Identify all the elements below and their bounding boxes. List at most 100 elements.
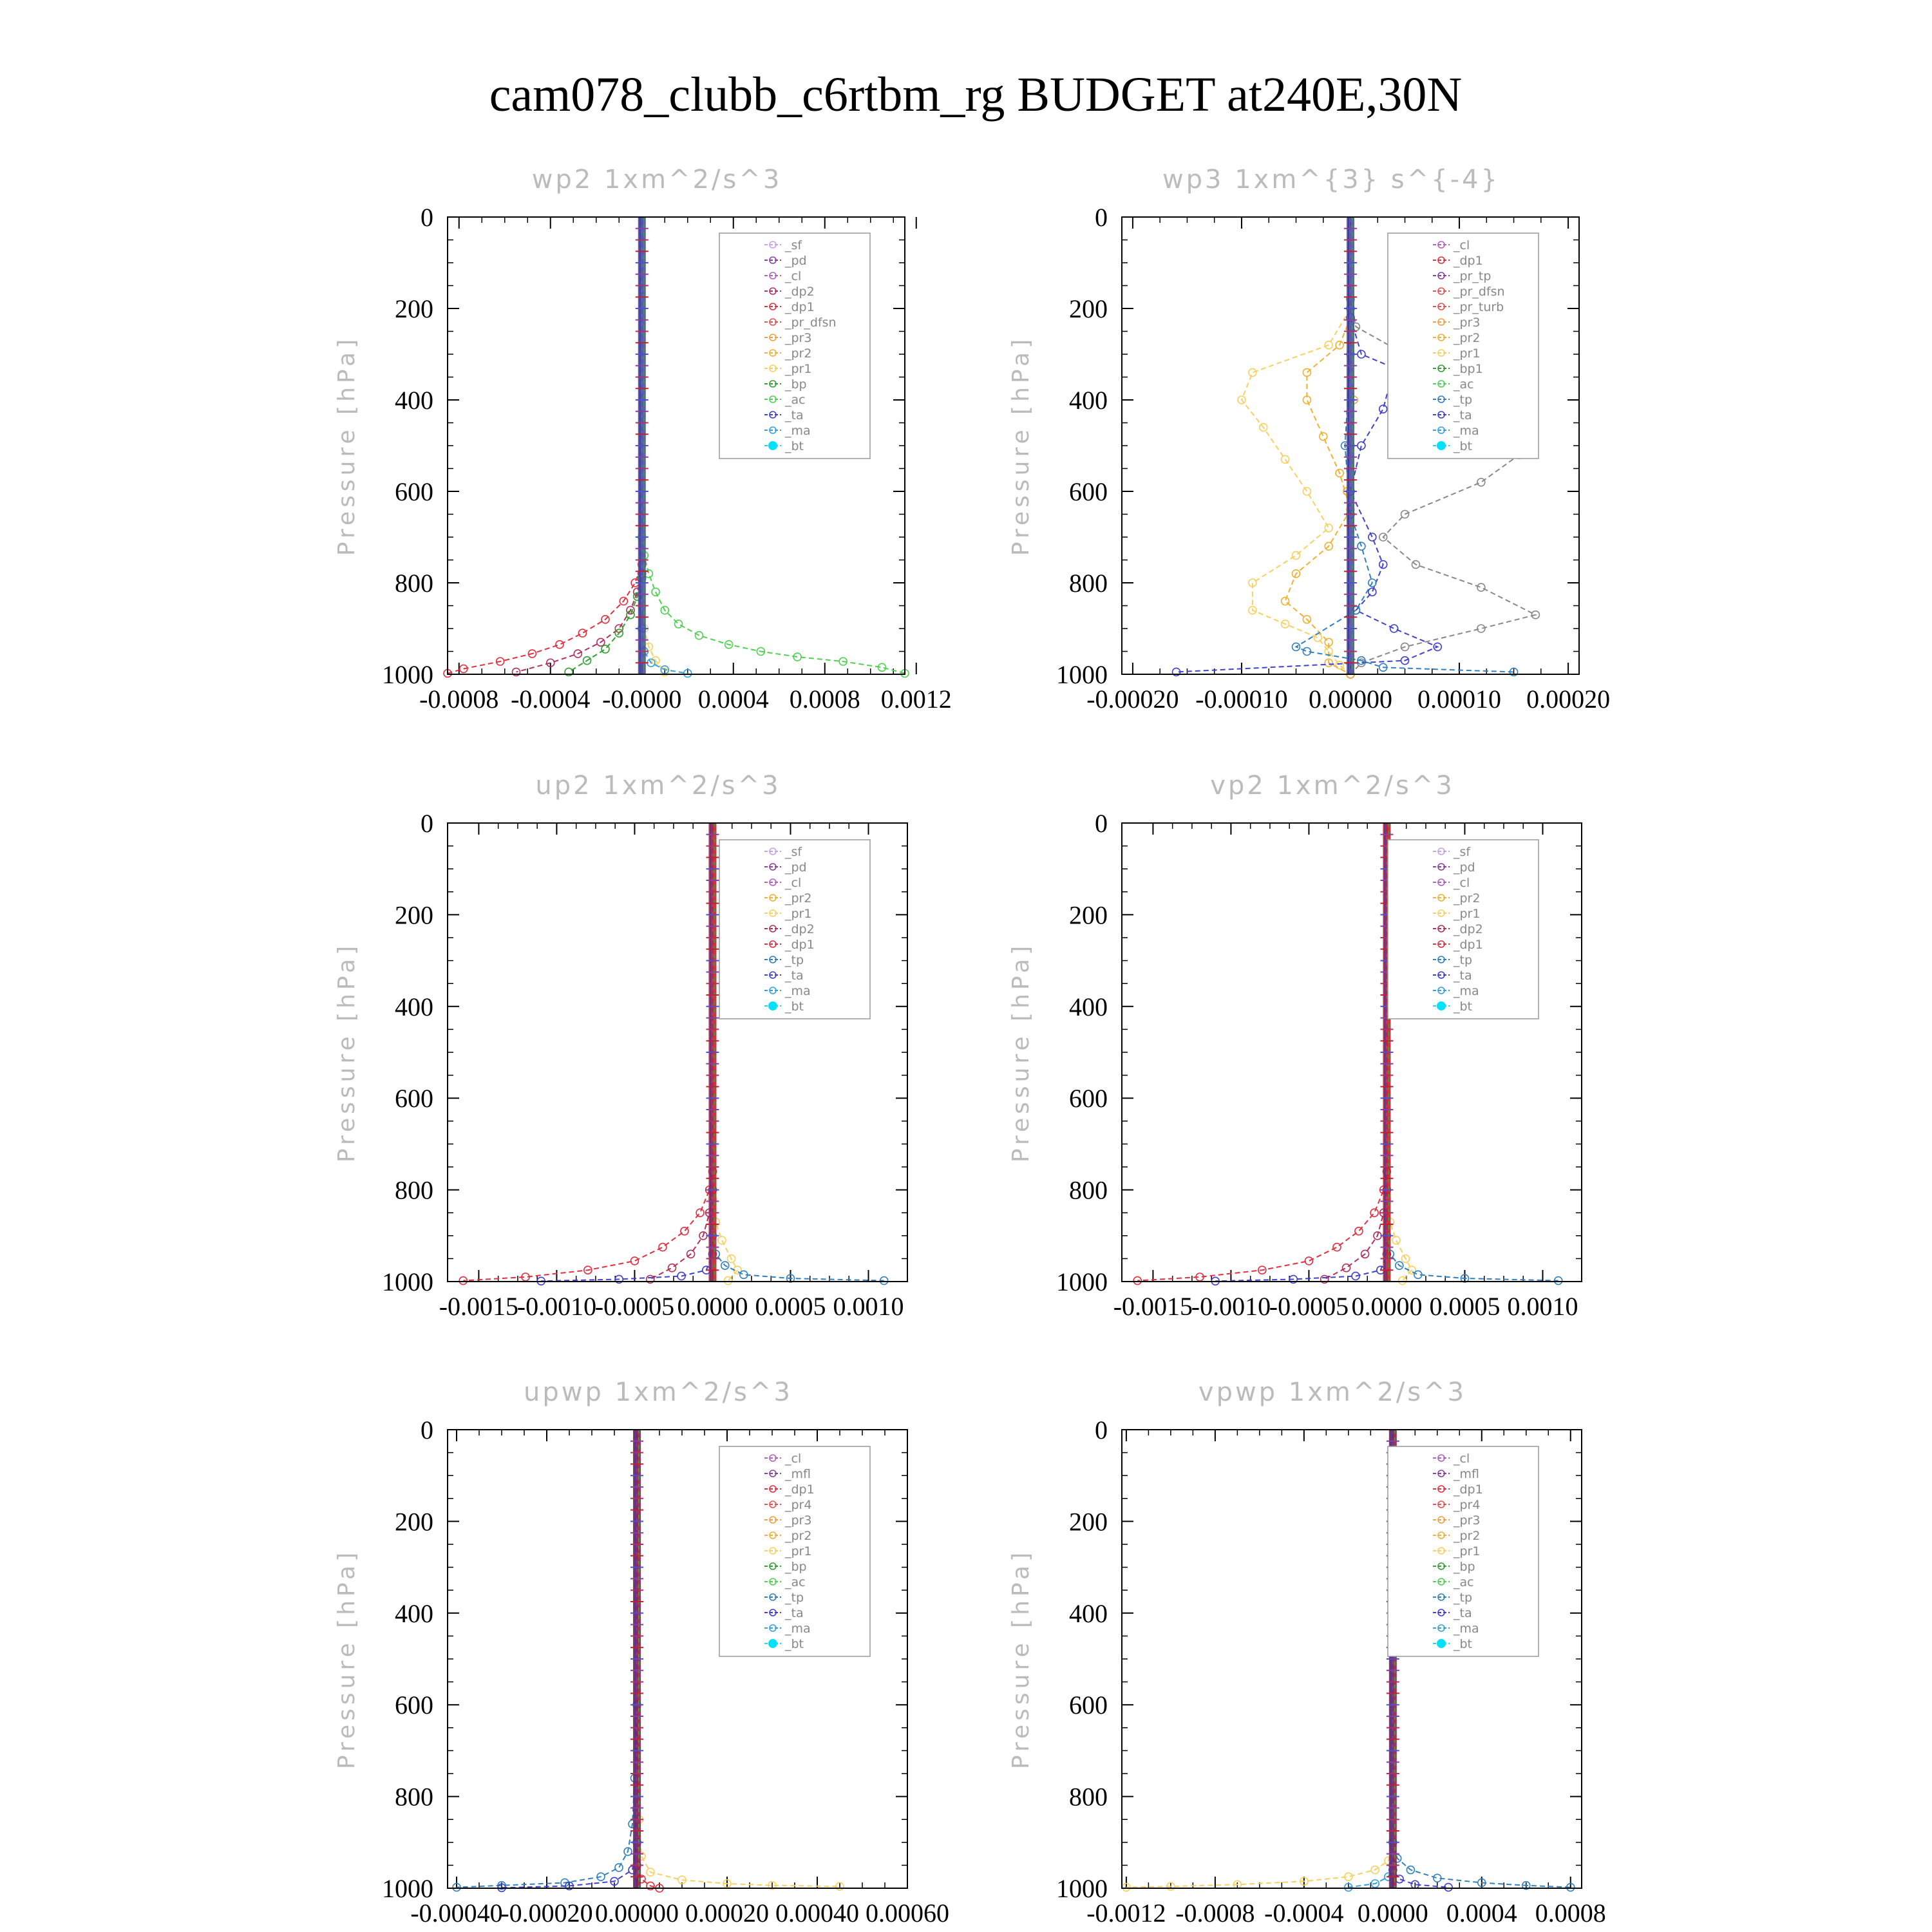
legend-label: _ma: [1453, 984, 1479, 998]
legend-swatch-marker: [1437, 1531, 1445, 1539]
y-tick-label: 400: [395, 1599, 433, 1628]
series-marker: [1302, 647, 1312, 656]
legend-swatch-marker: [769, 1531, 777, 1539]
legend-label: _tp: [784, 953, 804, 967]
series-marker: [1280, 596, 1290, 606]
series-marker: [1304, 1256, 1314, 1265]
legend-label: _pr2: [1453, 331, 1480, 345]
series-marker: [1401, 1254, 1410, 1264]
series-line-ta: [541, 823, 714, 1282]
legend-swatch-marker: [769, 940, 777, 948]
y-tick-label: 0: [1095, 203, 1108, 232]
legend-swatch-marker: [769, 987, 777, 994]
x-tick-label: 0.0000: [1358, 1899, 1428, 1927]
legend-swatch-marker: [769, 909, 777, 917]
series-line-dp1: [636, 1430, 660, 1889]
series-marker: [1258, 422, 1268, 432]
legend-label: _pr4: [784, 1498, 811, 1512]
y-axis-label: Pressure [hPa]: [1008, 336, 1034, 556]
legend-swatch-marker: [1437, 863, 1445, 871]
legend-label: _pr_turb: [1453, 300, 1504, 314]
plot-frame: [447, 216, 905, 675]
series-marker: [1378, 663, 1388, 672]
series-marker: [1395, 1261, 1404, 1270]
legend-label: _pr1: [784, 362, 811, 376]
legend-label: _bp1: [1453, 362, 1483, 376]
legend-label: _bp: [784, 377, 807, 392]
series-marker: [1313, 633, 1323, 643]
legend-box: [719, 839, 871, 1019]
series-line-pr1: [641, 217, 666, 673]
y-axis-label: Pressure [hPa]: [1008, 942, 1034, 1162]
legend-box: [1387, 839, 1539, 1019]
legend-label: _tp: [784, 1591, 804, 1605]
legend-swatch-marker: [769, 1593, 777, 1601]
series-line-ma: [1348, 1430, 1394, 1888]
series-marker: [1370, 1865, 1380, 1875]
panel-title: vp2 1xm^2/s^3: [1210, 771, 1455, 800]
series-marker: [527, 649, 537, 658]
series-marker: [1432, 1873, 1442, 1883]
y-tick-label: 1000: [1056, 1267, 1108, 1296]
series-marker: [495, 657, 505, 666]
series-line-dp2: [516, 217, 643, 673]
series-marker: [459, 1276, 468, 1285]
legend-label: _cl: [784, 269, 801, 283]
legend-swatch-marker: [769, 956, 777, 963]
legend-label: _pr2: [784, 891, 811, 905]
series-line-ta: [1215, 823, 1388, 1282]
legend-box: [719, 1446, 871, 1657]
legend-label: _ac: [1453, 377, 1474, 392]
y-tick-label: 400: [395, 992, 433, 1021]
legend-swatch-marker: [1437, 956, 1445, 963]
legend-label: _ta: [784, 1606, 804, 1620]
x-tick-label: -0.0005: [1269, 1292, 1349, 1321]
legend-label: _mfl: [784, 1467, 811, 1481]
legend-swatch-marker: [769, 426, 777, 434]
series-line-dp1: [447, 217, 643, 674]
legend-swatch-marker: [1437, 256, 1445, 264]
x-tick-label: 0.0010: [833, 1292, 904, 1321]
y-tick-label: 800: [1069, 569, 1108, 598]
y-tick-label: 600: [395, 1084, 433, 1113]
series-marker: [1344, 1882, 1353, 1892]
panel-title: vpwp 1xm^2/s^3: [1198, 1378, 1466, 1407]
legend-swatch-marker: [769, 380, 777, 388]
series-marker: [630, 1256, 639, 1265]
series-marker: [1280, 620, 1290, 629]
legend-label: _bp: [1453, 1560, 1475, 1574]
series-marker: [1291, 642, 1301, 652]
series-marker: [626, 610, 635, 620]
series-line-pr1: [1240, 217, 1351, 675]
legend-label: _pr1: [784, 1544, 811, 1558]
y-tick-label: 400: [1069, 386, 1108, 415]
legend-label: _tp: [1453, 393, 1472, 407]
series-marker: [1302, 368, 1312, 377]
x-tick-label: 0.0005: [1429, 1292, 1500, 1321]
series-marker: [1368, 587, 1377, 597]
legend-label: _ta: [1453, 408, 1472, 422]
legend-label: _dp1: [1453, 938, 1483, 952]
legend-swatch-marker: [769, 241, 777, 249]
y-tick-label: 200: [1069, 1507, 1108, 1536]
series-marker: [1324, 340, 1333, 350]
legend-swatch-marker: [1437, 287, 1445, 295]
series-marker: [1521, 1880, 1531, 1890]
x-tick-label: -0.0000: [602, 685, 681, 714]
series-marker: [1357, 350, 1366, 359]
legend-swatch-marker: [1437, 380, 1445, 388]
series-marker: [756, 647, 766, 656]
x-tick-label: 0.00040: [775, 1899, 859, 1927]
series-marker: [1477, 624, 1486, 633]
series-marker: [1477, 477, 1486, 487]
legend-swatch-marker: [769, 878, 777, 886]
legend-swatch-marker: [769, 894, 777, 902]
legend-box: [719, 232, 871, 459]
series-marker: [614, 624, 624, 633]
series-line-dp1: [1137, 823, 1388, 1282]
legend-swatch-marker: [769, 256, 777, 264]
series-marker: [1477, 583, 1486, 592]
series-marker: [1406, 1865, 1416, 1875]
legend-label: _dp2: [784, 285, 815, 299]
x-tick-label: 0.0000: [1351, 1292, 1422, 1321]
